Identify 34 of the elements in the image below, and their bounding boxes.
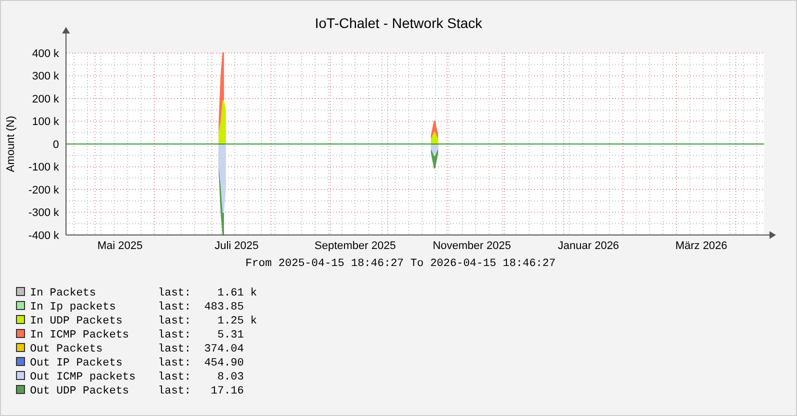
y-tick-label: -300 k [28,207,60,220]
text: last: 17.16 [158,386,244,398]
legend-label: In Packets [30,288,96,300]
y-tick-label: 100 k [32,116,60,128]
text: last: 454.90 [158,358,244,370]
legend-label: Out IP Packets [30,358,122,370]
text: last: 1.61 k [158,288,258,300]
legend-label: Out ICMP packets [30,372,136,384]
y-tick-label: 0 [52,138,59,151]
y-tick-label: -100 k [28,162,60,174]
y-tick-label: -200 k [28,184,60,196]
legend-label: In UDP Packets [30,316,122,328]
x-tick-label: Juli 2025 [214,240,259,252]
chart-title: IoT-Chalet - Network Stack [314,15,484,31]
x-axis-title: From 2025-04-15 18:46:27 To 2026-04-15 18:46:27 [245,258,556,270]
x-tick-label: März 2026 [675,240,728,252]
legend-label: Out UDP Packets [30,386,130,398]
legend-label: Out Packets [30,344,103,356]
y-axis-title: Amount (N) [5,116,17,172]
x-tick-label: November 2025 [432,240,511,252]
y-tick-label: -400 k [28,230,60,242]
x-tick-label: September 2025 [314,240,396,252]
y-tick-label: 400 k [32,48,60,60]
text: last: 8.03 [158,372,244,384]
legend-label: In Ip packets [30,302,116,314]
y-tick-label: 200 k [32,93,60,106]
x-tick-label: Mai 2025 [97,240,143,252]
text: last: 483.85 [158,302,244,314]
text: last: 5.31 [158,330,244,342]
y-tick-label: 300 k [32,70,60,83]
text: last: 374.04 [158,344,244,356]
x-tick-label: Januar 2026 [558,240,620,252]
legend-label: In ICMP Packets [30,330,130,342]
text: last: 1.25 k [158,316,258,328]
